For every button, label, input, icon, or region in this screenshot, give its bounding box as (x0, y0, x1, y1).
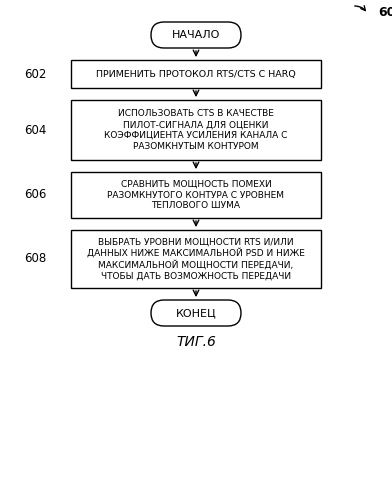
Bar (71, 60, 321, 88)
Text: СРАВНИТЬ МОЩНОСТЬ ПОМЕХИ
РАЗОМКНУТОГО КОНТУРА С УРОВНЕМ
ТЕПЛОВОГО ШУМА: СРАВНИТЬ МОЩНОСТЬ ПОМЕХИ РАЗОМКНУТОГО КО… (107, 180, 285, 210)
Bar (71, 230, 321, 288)
Text: 604: 604 (24, 124, 46, 136)
Bar (71, 100, 321, 160)
FancyBboxPatch shape (151, 22, 241, 48)
Text: ИСПОЛЬЗОВАТЬ CTS В КАЧЕСТВЕ
ПИЛОТ-СИГНАЛА ДЛЯ ОЦЕНКИ
КОЭФФИЦИЕНТА УСИЛЕНИЯ КАНАЛ: ИСПОЛЬЗОВАТЬ CTS В КАЧЕСТВЕ ПИЛОТ-СИГНАЛ… (104, 110, 288, 150)
Text: ΤИГ.6: ΤИГ.6 (176, 335, 216, 349)
Bar (71, 172, 321, 218)
Text: ВЫБРАТЬ УРОВНИ МОЩНОСТИ RTS И/ИЛИ
ДАННЫХ НИЖЕ МАКСИМАЛЬНОЙ PSD И НИЖЕ
МАКСИМАЛЬН: ВЫБРАТЬ УРОВНИ МОЩНОСТИ RTS И/ИЛИ ДАННЫХ… (87, 238, 305, 281)
Text: 608: 608 (24, 252, 46, 266)
Text: 602: 602 (24, 68, 46, 80)
Text: 600: 600 (378, 6, 392, 18)
Text: НАЧАЛО: НАЧАЛО (172, 30, 220, 40)
Text: КОНЕЦ: КОНЕЦ (176, 308, 216, 318)
Text: 606: 606 (24, 188, 46, 202)
FancyBboxPatch shape (151, 300, 241, 326)
Text: ПРИМЕНИТЬ ПРОТОКОЛ RTS/CTS С HARQ: ПРИМЕНИТЬ ПРОТОКОЛ RTS/CTS С HARQ (96, 70, 296, 78)
